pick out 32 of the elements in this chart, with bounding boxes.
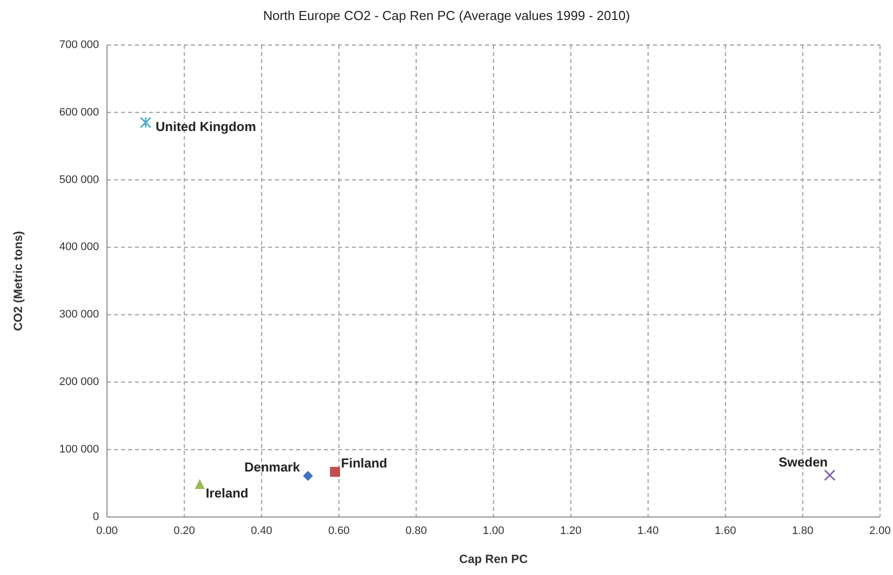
x-tick-label: 0.60 [328,525,350,537]
y-tick-label: 700 000 [59,38,99,51]
point [824,469,836,481]
x-axis-title: Cap Ren PC [459,552,528,566]
y-axis-title: CO2 (Metric tons) [11,230,25,332]
point [194,478,205,489]
x-tick-label: 1.40 [637,525,659,537]
x-tick-label: 2.00 [869,525,891,537]
x-tick-label: 0.20 [174,525,196,537]
series-label: Finland [341,455,388,470]
point [302,470,313,481]
y-tick-label: 0 [92,510,99,523]
chart-title: North Europe CO2 - Cap Ren PC (Average values 1999 - 2010) [263,8,630,23]
y-tick-label: 300 000 [59,308,99,321]
point [140,116,152,128]
y-tick-label: 500 000 [59,174,99,186]
x-tick-label: 0.80 [405,525,427,537]
x-tick-label: 1.80 [792,525,814,537]
y-tick-label: 600 000 [59,106,99,118]
point [330,466,340,477]
x-tick-label: 1.60 [714,525,736,537]
series-label: United Kingdom [156,118,256,134]
y-tick-label: 400 000 [59,241,99,254]
x-tick-label: 0.40 [250,525,272,537]
y-tick-label: 100 000 [59,443,99,456]
series-label: Sweden [778,454,828,470]
series-label: Ireland [206,485,248,500]
x-tick-label: 0.00 [96,525,118,537]
series-label: Denmark [244,459,301,474]
x-tick-label: 1.00 [482,525,504,537]
x-tick-label: 1.20 [560,525,582,537]
y-tick-label: 200 000 [59,376,99,388]
